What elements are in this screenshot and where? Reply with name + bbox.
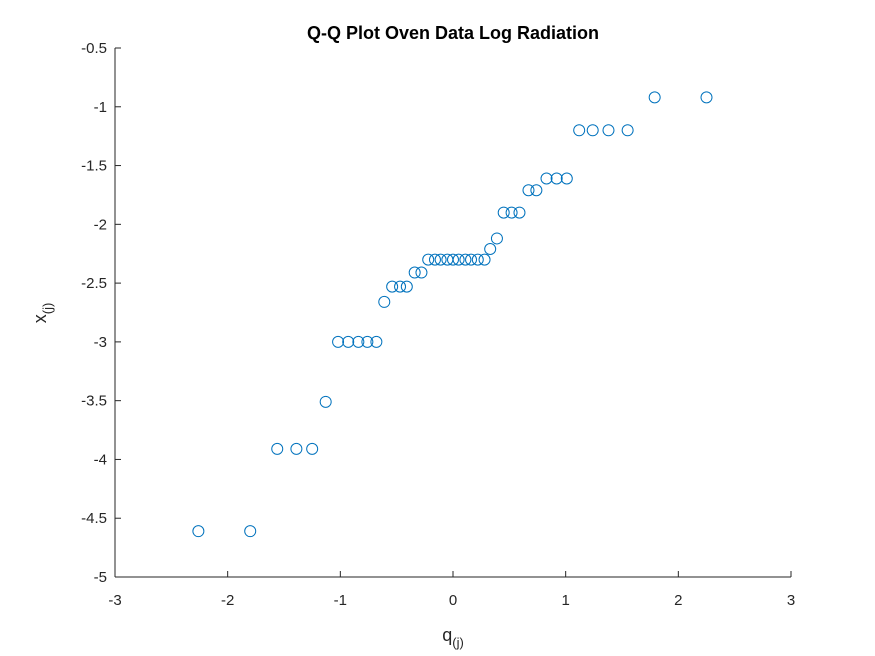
data-point [192,525,205,538]
data-point [602,124,615,137]
y-tick-label: -4 [94,451,107,468]
data-point [550,172,563,185]
data-point [452,253,465,266]
y-tick-label: -5 [94,569,107,586]
data-point [290,442,303,455]
data-point [361,335,374,348]
data-point [386,280,399,293]
data-point [319,395,332,408]
y-tick-label: -1 [94,99,107,116]
data-point [428,253,441,266]
data-point [490,232,503,245]
data-point [560,172,573,185]
x-axis-label: q(j) [442,625,464,650]
data-point [400,280,413,293]
data-point [530,184,543,197]
y-axis-label: x(j) [30,303,55,324]
data-point [505,206,518,219]
y-tick-label: -1.5 [81,158,107,175]
data-point [478,253,491,266]
data-points [192,91,713,538]
x-tick-label: -1 [334,592,347,609]
y-axis-label-main: x [30,314,50,323]
data-point [422,253,435,266]
data-point [540,172,553,185]
data-point [621,124,634,137]
data-point [434,253,447,266]
y-tick-label: -4.5 [81,510,107,527]
chart-title: Q-Q Plot Oven Data Log Radiation [307,23,599,43]
y-tick-label: -2 [94,216,107,233]
axes [114,48,791,578]
y-axis-ticks: -5 -4.5 -4 -3.5 -3 -2.5 -2 -1.5 -1 -0.5 [81,40,121,586]
data-point [465,253,478,266]
x-tick-label: 2 [674,592,682,609]
data-point [408,266,421,279]
data-point [352,335,365,348]
data-point [586,124,599,137]
data-point [370,335,383,348]
x-axis-label-main: q [442,625,452,645]
data-point [244,525,257,538]
data-point [700,91,713,104]
x-tick-label: 1 [561,592,569,609]
y-tick-label: -3 [94,334,107,351]
data-point [648,91,661,104]
x-tick-label: -2 [221,592,234,609]
data-point [471,253,484,266]
x-tick-label: 3 [787,592,795,609]
y-axis-label-subscript: (j) [40,303,55,315]
data-point [522,184,535,197]
x-axis-label-subscript: (j) [452,635,464,650]
data-point [513,206,526,219]
x-tick-label: -3 [108,592,121,609]
y-tick-label: -0.5 [81,40,107,57]
data-point [378,295,391,308]
data-point [332,335,345,348]
x-tick-label: 0 [449,592,457,609]
data-point [306,442,319,455]
data-point [447,253,459,266]
y-tick-label: -2.5 [81,275,107,292]
data-point [415,266,428,279]
data-point [394,280,407,293]
x-axis-ticks: -3 -2 -1 0 1 2 3 [108,571,795,609]
data-point [271,442,284,455]
data-point [484,243,497,256]
data-point [573,124,586,137]
data-point [459,253,472,266]
y-tick-label: -3.5 [81,393,107,410]
data-point [497,206,510,219]
data-point [342,335,355,348]
